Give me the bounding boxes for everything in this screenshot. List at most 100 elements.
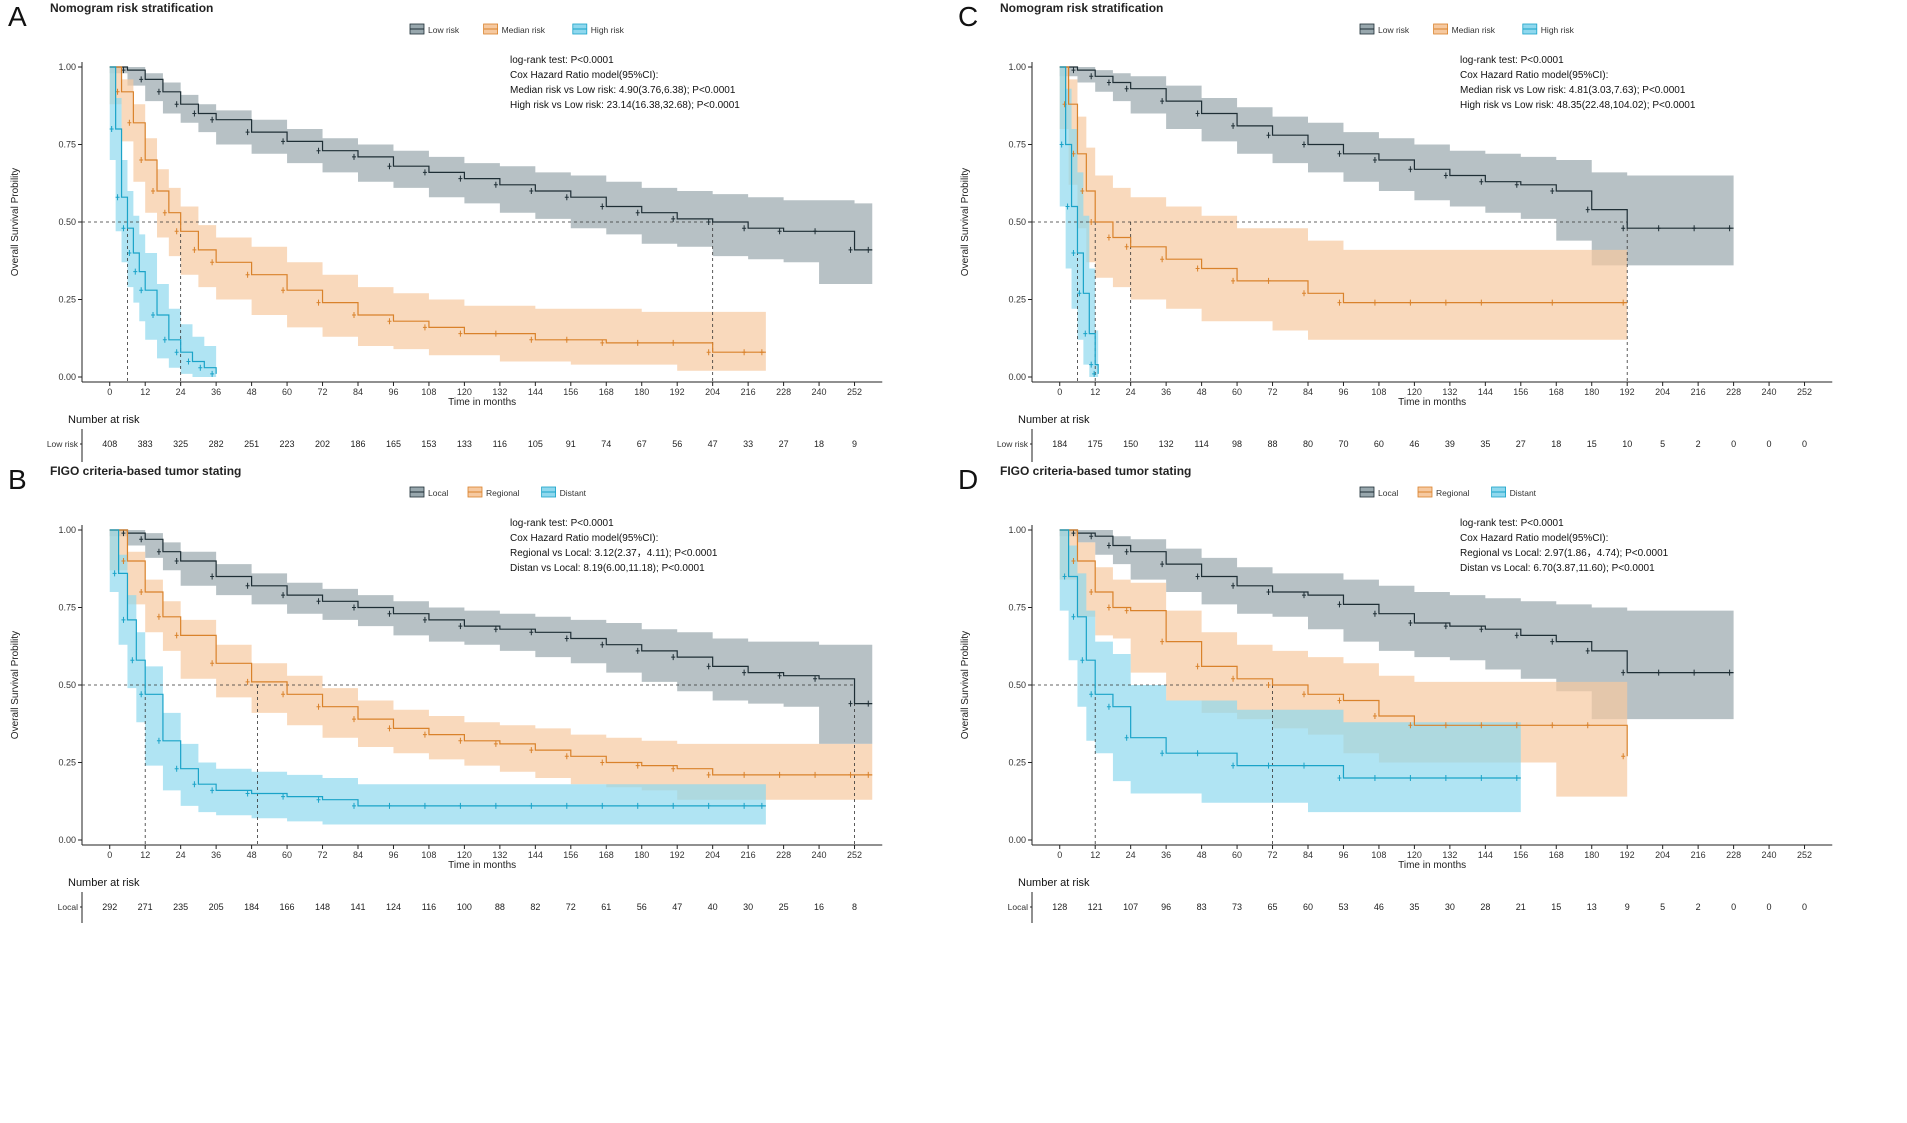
censor-mark — [210, 787, 215, 794]
censor-mark — [387, 318, 392, 325]
censor-mark — [564, 194, 569, 201]
risk-row-label: Local — [58, 902, 78, 912]
risk-count: 186 — [350, 439, 365, 449]
risk-count: 60 — [1303, 902, 1313, 912]
risk-count: 27 — [779, 439, 789, 449]
censor-mark — [671, 339, 676, 346]
risk-count: 141 — [350, 902, 365, 912]
x-axis-label: Time in months — [448, 860, 516, 871]
risk-count: 116 — [493, 439, 507, 449]
risk-count: 82 — [530, 902, 540, 912]
risk-table-title: Number at risk — [68, 877, 140, 889]
censor-mark — [1514, 722, 1519, 729]
legend-item: Regional — [1417, 486, 1470, 498]
risk-count: 153 — [421, 439, 436, 449]
censor-mark — [1160, 98, 1165, 105]
panel-b-chart: B FIGO criteria-based tumor stating Local R… — [8, 464, 883, 923]
x-tick-label: 108 — [1371, 387, 1386, 397]
censor-mark — [156, 737, 161, 744]
x-tick-label: 192 — [1620, 850, 1635, 860]
censor-mark — [1621, 299, 1626, 306]
risk-count: 33 — [743, 439, 753, 449]
censor-mark — [422, 616, 427, 623]
risk-count: 35 — [1409, 902, 1419, 912]
censor-mark — [1231, 675, 1236, 682]
censor-mark — [1302, 290, 1306, 297]
x-tick-label: 252 — [847, 387, 862, 397]
x-tick-label: 48 — [247, 387, 257, 397]
risk-count: 128 — [1052, 902, 1067, 912]
censor-mark — [1302, 762, 1306, 769]
censor-mark — [127, 119, 132, 126]
risk-count: 2 — [1696, 439, 1701, 449]
x-tick-label: 12 — [1090, 850, 1100, 860]
legend-item: Distant — [541, 486, 587, 498]
censor-mark — [493, 802, 498, 809]
censor-mark — [139, 287, 144, 294]
x-tick-label: 228 — [776, 387, 791, 397]
censor-mark — [1443, 722, 1448, 729]
censor-mark — [1062, 573, 1067, 580]
censor-mark — [564, 336, 569, 343]
x-tick-label: 72 — [318, 387, 328, 397]
stats-annotation: Distan vs Local: 8.19(6.00,11.18); P<0.0… — [510, 563, 705, 574]
x-tick-label: 228 — [1726, 387, 1741, 397]
risk-count: 107 — [1123, 902, 1138, 912]
censor-mark — [742, 669, 747, 676]
risk-count: 98 — [1232, 439, 1242, 449]
censor-mark — [1692, 225, 1697, 232]
x-tick-label: 120 — [1407, 387, 1422, 397]
censor-mark — [866, 246, 871, 253]
x-tick-label: 72 — [1268, 850, 1278, 860]
legend-item: High risk — [1522, 23, 1575, 35]
ci-band-distant — [109, 530, 766, 825]
censor-mark — [600, 802, 605, 809]
risk-count: 10 — [1622, 439, 1632, 449]
censor-mark — [493, 181, 498, 188]
censor-mark — [1071, 250, 1076, 256]
stats-annotation: Regional vs Local: 2.97(1.86，4.74); P<0.… — [1460, 548, 1669, 559]
censor-mark — [1408, 166, 1413, 173]
censor-mark — [635, 339, 640, 346]
censor-mark — [422, 731, 427, 738]
x-tick-label: 144 — [1478, 850, 1493, 860]
panel-title: Nomogram risk stratification — [1000, 1, 1163, 15]
risk-count: 251 — [244, 439, 259, 449]
risk-count: 121 — [1088, 902, 1103, 912]
x-tick-label: 120 — [1407, 850, 1422, 860]
censor-mark — [198, 364, 203, 371]
x-tick-label: 228 — [1726, 850, 1741, 860]
censor-mark — [1065, 203, 1070, 210]
risk-count: 0 — [1731, 902, 1736, 912]
censor-mark — [759, 802, 764, 809]
x-axis-label: Time in months — [448, 397, 516, 408]
censor-mark — [742, 802, 747, 809]
risk-count: 383 — [138, 439, 153, 449]
km-curve-distant — [1059, 529, 1521, 779]
risk-row-label: Low risk — [47, 439, 79, 449]
risk-count: 88 — [495, 902, 505, 912]
censor-mark — [162, 209, 167, 216]
y-tick-label: 0.25 — [58, 758, 76, 768]
risk-row-label: Low risk — [997, 439, 1029, 449]
risk-count: 56 — [672, 439, 682, 449]
km-curve-low-risk — [1059, 66, 1734, 229]
y-axis-label: Overall Survival Probility — [10, 631, 21, 739]
censor-mark — [1479, 775, 1484, 781]
x-tick-label: 36 — [1161, 387, 1171, 397]
censor-mark — [1160, 750, 1165, 757]
censor-mark — [281, 691, 286, 698]
censor-mark — [210, 116, 215, 123]
censor-mark — [186, 358, 191, 365]
risk-count: 35 — [1480, 439, 1490, 449]
risk-count: 9 — [852, 439, 857, 449]
x-tick-label: 24 — [1126, 387, 1136, 397]
x-tick-label: 144 — [528, 387, 543, 397]
risk-count: 5 — [1660, 902, 1665, 912]
censor-mark — [1080, 188, 1085, 194]
risk-count: 114 — [1194, 439, 1208, 449]
risk-count: 96 — [1161, 902, 1171, 912]
x-tick-label: 156 — [563, 850, 578, 860]
censor-mark — [316, 796, 321, 803]
legend-item: Local — [409, 486, 448, 498]
